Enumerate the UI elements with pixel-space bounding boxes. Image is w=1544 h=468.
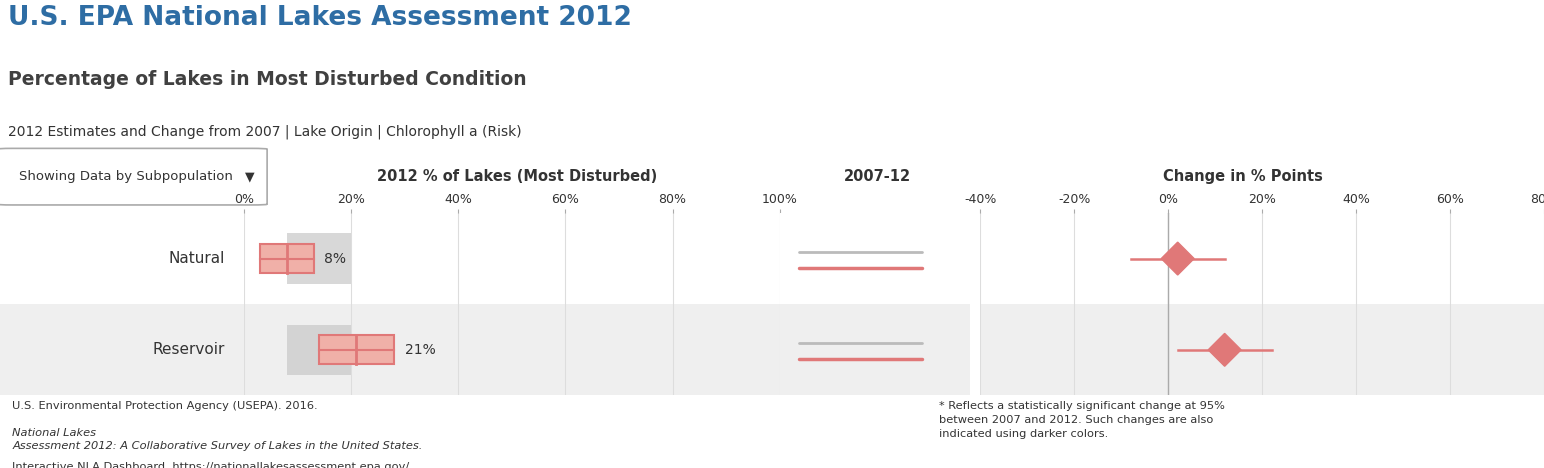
Bar bbox=[980, 304, 1544, 395]
Text: 2007-12: 2007-12 bbox=[843, 169, 911, 184]
Text: National Lakes
Assessment 2012: A Collaborative Survey of Lakes in the United St: National Lakes Assessment 2012: A Collab… bbox=[12, 428, 423, 451]
Bar bbox=[287, 234, 350, 284]
Text: 8%: 8% bbox=[324, 252, 346, 265]
Text: Showing Data by Subpopulation: Showing Data by Subpopulation bbox=[19, 170, 233, 183]
Bar bbox=[780, 213, 970, 304]
Text: 2012 % of Lakes (Most Disturbed): 2012 % of Lakes (Most Disturbed) bbox=[377, 169, 658, 184]
Bar bbox=[980, 213, 1544, 304]
Text: Natural: Natural bbox=[168, 251, 224, 266]
Text: Interactive NLA Dashboard. https://nationallakesassessment.epa.gov/: Interactive NLA Dashboard. https://natio… bbox=[12, 462, 409, 468]
Bar bbox=[0, 213, 244, 304]
Text: U.S. Environmental Protection Agency (USEPA). 2016.: U.S. Environmental Protection Agency (US… bbox=[12, 401, 321, 411]
Bar bbox=[0, 304, 244, 395]
Bar bbox=[244, 304, 780, 395]
Polygon shape bbox=[1161, 242, 1194, 275]
Polygon shape bbox=[1209, 333, 1241, 366]
Bar bbox=[287, 325, 350, 375]
Text: U.S. EPA National Lakes Assessment 2012: U.S. EPA National Lakes Assessment 2012 bbox=[8, 5, 631, 31]
Text: 21%: 21% bbox=[405, 343, 435, 357]
Text: Change in % Points: Change in % Points bbox=[1163, 169, 1323, 184]
Text: ▼: ▼ bbox=[241, 170, 255, 183]
FancyBboxPatch shape bbox=[0, 148, 267, 205]
Text: 2012 Estimates and Change from 2007 | Lake Origin | Chlorophyll a (Risk): 2012 Estimates and Change from 2007 | La… bbox=[8, 124, 522, 139]
Bar bbox=[320, 335, 394, 365]
Bar bbox=[259, 244, 313, 273]
Text: Percentage of Lakes in Most Disturbed Condition: Percentage of Lakes in Most Disturbed Co… bbox=[8, 70, 527, 89]
Text: Reservoir: Reservoir bbox=[151, 342, 224, 358]
Text: * Reflects a statistically significant change at 95%
between 2007 and 2012. Such: * Reflects a statistically significant c… bbox=[939, 401, 1224, 439]
Bar bbox=[244, 213, 780, 304]
Bar bbox=[780, 304, 970, 395]
